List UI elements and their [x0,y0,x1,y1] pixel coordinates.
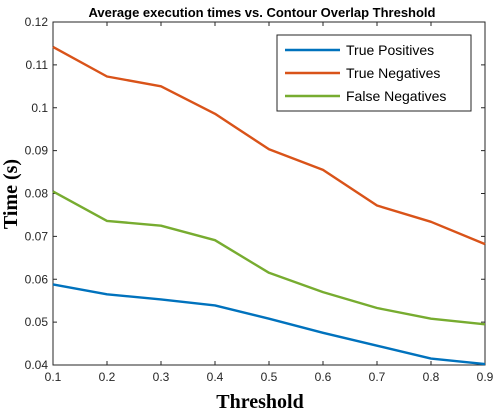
legend: True Positives True Negatives False Negati… [276,34,472,112]
y-tick-label: 0.12 [25,15,49,29]
series-lines [52,45,486,366]
series-line-2 [52,190,486,326]
y-tick-label: 0.05 [25,315,49,329]
x-tick-label: 0.8 [423,370,440,384]
x-tick-label: 0.5 [261,370,278,384]
series-line-0 [52,283,486,366]
y-axis-label: Time (s) [0,159,22,229]
y-tick-label: 0.04 [25,358,49,372]
axis-ticks: 0.1 0.2 0.3 0.4 0.5 0.6 0.7 0.8 0.9 0.04 0.05 0.06 0… [25,15,494,384]
y-tick-label: 0.07 [25,229,49,243]
legend-label-2: False Negatives [346,88,446,104]
x-tick-label: 0.6 [315,370,332,384]
y-tick-label: 0.09 [25,144,49,158]
series-line-1 [52,45,486,246]
x-tick-label: 0.9 [477,370,494,384]
y-tick-label: 0.1 [31,101,48,115]
legend-label-0: True Positives [346,42,434,58]
x-tick-label: 0.2 [99,370,116,384]
x-tick-label: 0.4 [207,370,224,384]
x-tick-label: 0.1 [45,370,62,384]
y-tick-label: 0.08 [25,187,49,201]
chart-title: Average execution times vs. Contour Over… [88,5,435,20]
legend-label-1: True Negatives [346,65,440,81]
y-tick-label: 0.06 [25,272,49,286]
x-tick-label: 0.3 [153,370,170,384]
x-axis-label: Threshold [216,391,303,411]
y-tick-label: 0.11 [26,58,49,72]
x-tick-label: 0.7 [369,370,386,384]
